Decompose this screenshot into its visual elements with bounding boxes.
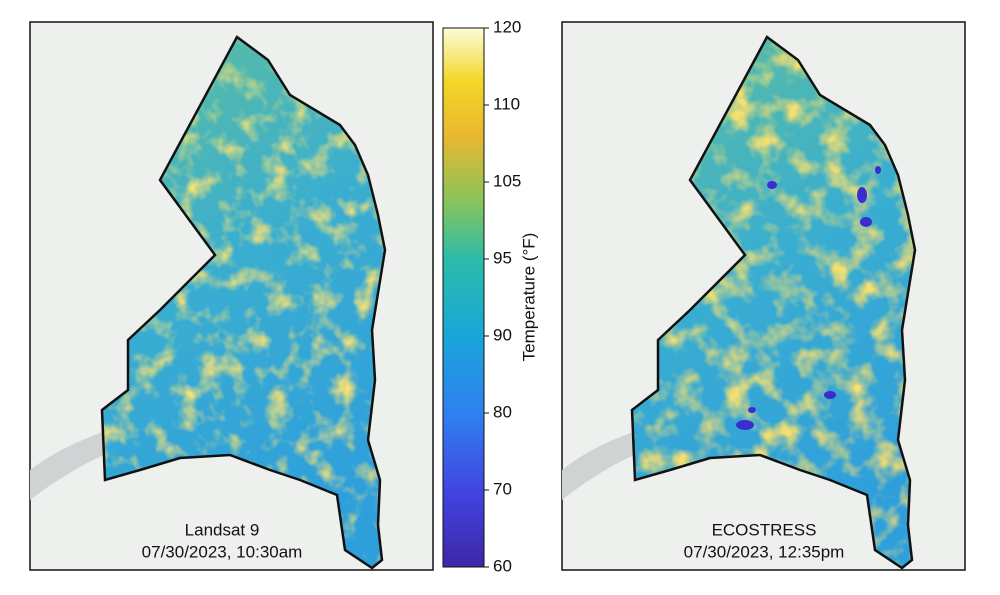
colorbar-tick-label: 80 [493, 402, 512, 421]
boundary [630, 35, 917, 570]
panel-subtitle: 07/30/2023, 12:35pm [684, 542, 845, 561]
colorbar-tick-label: 120 [493, 17, 521, 36]
colorbar-tick-label: 70 [493, 479, 512, 498]
colorbar-tick-label: 95 [493, 248, 512, 267]
colorbar-tick-label: 60 [493, 556, 512, 575]
colorbar: Temperature (°F) 60 70 80 90 95 105 110 120 [442, 17, 538, 575]
boundary [100, 35, 387, 570]
colorbar-tick-label: 90 [493, 325, 512, 344]
right-panel: ECOSTRESS 07/30/2023, 12:35pm [561, 21, 966, 571]
panel-subtitle: 07/30/2023, 10:30am [142, 542, 303, 561]
panel-title: ECOSTRESS [712, 520, 817, 539]
colorbar-scale [442, 27, 485, 568]
left-panel: Landsat 9 07/30/2023, 10:30am [29, 21, 434, 571]
colorbar-label: Temperature (°F) [519, 233, 538, 362]
colorbar-tick-label: 105 [493, 171, 521, 190]
panel-title: Landsat 9 [185, 520, 260, 539]
colorbar-tick-label: 110 [493, 94, 520, 113]
